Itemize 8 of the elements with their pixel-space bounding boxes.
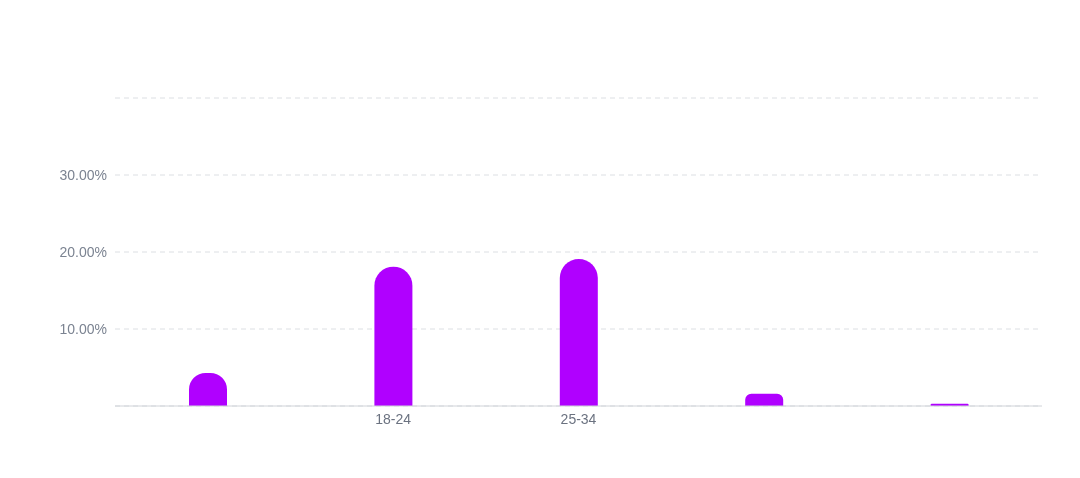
y-tick-label: 20.00% [59,243,107,260]
y-tick-label: 30.00% [59,166,107,183]
x-tick-label: 25-34 [560,410,597,427]
bar [559,258,598,406]
y-tick-label: 10.00% [59,320,107,337]
x-tick-label: 18-24 [375,410,412,427]
bar [374,266,413,406]
bar [745,393,784,406]
